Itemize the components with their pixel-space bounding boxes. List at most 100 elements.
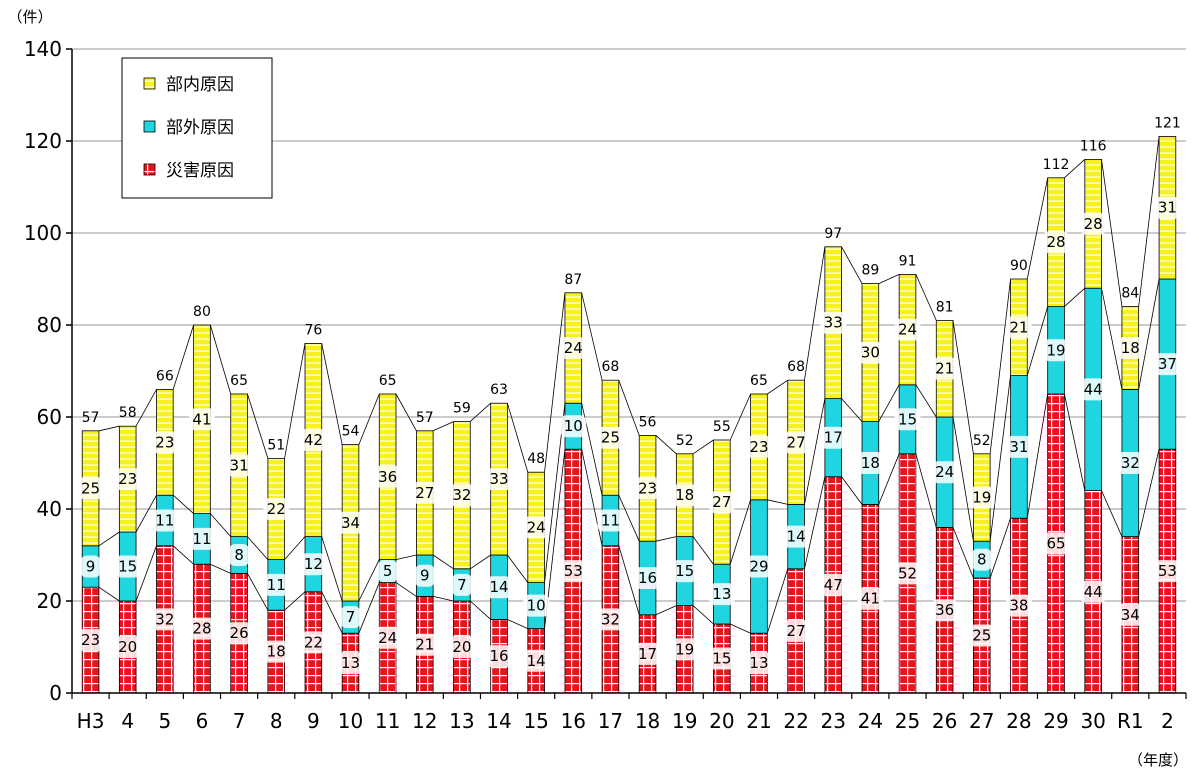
x-axis-ticks: H3 4 5 6 7 8 9 10 11 12 13 14 15 16 17 18 19 20 21 22 23 24 25… [71,693,1187,733]
series-line [469,600,491,620]
data-label-bg [486,645,513,668]
total-label: 58 [119,405,137,421]
series-line [766,568,789,634]
data-label-bg [300,631,327,654]
series-line [692,536,714,565]
data-label: 34 [1121,606,1140,624]
data-label-bg [523,594,550,617]
data-label: 38 [1009,597,1028,615]
data-label-bg [1080,378,1107,401]
total-label: 52 [973,433,991,449]
total-label: 121 [1154,115,1181,131]
series-line [655,536,677,542]
data-label: 18 [675,486,694,504]
series-line [804,246,826,381]
data-label: 19 [675,640,694,658]
series-line [804,476,826,569]
data-label: 28 [1084,215,1103,233]
series-line [395,582,417,597]
data-label-bg [1080,580,1107,603]
series-line [952,527,974,579]
x-tick-label: 14 [486,709,511,733]
series-line [172,324,194,390]
data-label-bg [1005,316,1032,339]
data-label-bg [708,583,735,606]
data-label-bg [300,553,327,576]
series-line [284,343,306,459]
series-line [1138,278,1160,390]
data-label-bg [671,638,698,661]
series-line [915,274,937,321]
series-line [655,605,677,616]
x-tick-label: 19 [672,709,697,733]
data-label: 53 [1158,562,1177,580]
total-label: 80 [193,304,211,320]
series-line [507,554,529,583]
x-tick-label: 17 [598,709,623,733]
data-label-bg [931,357,958,380]
series-line [98,531,120,547]
series-line [210,563,231,574]
series-line [878,274,900,284]
data-label-bg [263,573,290,596]
data-label: 14 [489,578,508,596]
series-line [692,605,714,625]
legend-swatch [143,120,156,133]
x-tick-label: H3 [77,709,105,733]
data-label-bg [1154,560,1181,583]
total-label: 57 [416,410,434,426]
x-tick-label: 22 [783,709,808,733]
data-label: 16 [489,647,508,665]
series-line [989,375,1011,542]
series-line [989,278,1011,454]
data-label: 25 [81,479,100,497]
series-line [952,320,974,454]
data-label: 17 [638,645,657,663]
data-label: 41 [192,410,211,428]
data-label: 30 [861,344,880,362]
data-label: 31 [1158,199,1177,217]
data-label-bg [263,498,290,520]
series-line [618,495,640,542]
data-label-bg [634,567,661,589]
series-line [729,499,751,565]
y-tick-label: 60 [37,405,62,429]
data-label: 33 [489,470,508,488]
x-tick-label: 24 [858,709,883,733]
y-tick-label: 40 [37,497,62,521]
data-label: 21 [1009,318,1028,336]
data-label: 34 [341,514,360,532]
data-label-bg [263,640,290,663]
data-label-bg [931,461,958,484]
series-line [1026,306,1049,376]
x-tick-label: 27 [969,709,994,733]
data-label-bg [1117,452,1144,474]
data-label: 16 [638,569,657,587]
series-line [358,582,380,634]
total-label: 54 [342,424,360,440]
series-line [767,379,788,395]
data-label: 10 [527,597,546,615]
x-tick-label: 7 [233,709,246,733]
data-label: 28 [1046,233,1065,251]
data-label-bg [931,599,958,622]
data-label: 18 [1121,339,1140,357]
data-label-bg [151,509,178,532]
data-label: 17 [824,429,843,447]
data-label: 27 [787,622,806,640]
series-line [1101,288,1123,390]
series-line [581,449,603,546]
data-label-bg [634,477,661,500]
legend-swatch [143,77,156,90]
data-label: 19 [1046,341,1065,359]
total-labels: 57 58 66 80 65 51 76 54 65 57 59 63 48 87 68 56 52 55 65 68… [82,115,1181,467]
total-label: 55 [713,419,731,435]
series-line [804,398,826,505]
data-label-bg [523,516,550,539]
series-line [209,324,232,395]
total-label: 65 [230,373,248,389]
data-label: 24 [527,518,546,536]
data-label-bg [708,647,735,670]
series-line [469,402,491,422]
data-label: 18 [267,643,286,661]
